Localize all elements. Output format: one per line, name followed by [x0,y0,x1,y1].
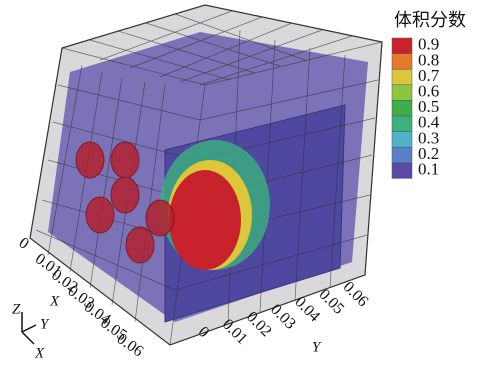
colorbar-label: 0.1 [418,160,439,179]
triad: Z Y X [12,301,50,361]
colorbar-swatch [392,54,412,70]
colorbar-swatch [392,163,412,179]
triad-z: Z [12,301,21,317]
blob-core [169,170,241,270]
triad-y: Y [40,316,50,332]
colorbar-swatch [392,132,412,148]
colorbar-swatch [392,85,412,101]
tick-label: 0 [16,234,32,253]
colorbar-swatch [392,69,412,85]
colorbar-swatch [392,116,412,132]
figure: 体积分数 0.90.80.70.60.50.40.30.20.1 00.010.… [0,0,480,365]
colorbar: 0.90.80.70.60.50.40.30.20.1 [392,35,440,179]
x-axis-label: X [49,293,60,309]
y-axis-label: Y [312,339,322,355]
colorbar-swatch [392,38,412,54]
colorbar-swatch [392,100,412,116]
colorbar-swatch [392,147,412,163]
triad-x: X [34,345,45,361]
legend-title: 体积分数 [394,10,466,30]
